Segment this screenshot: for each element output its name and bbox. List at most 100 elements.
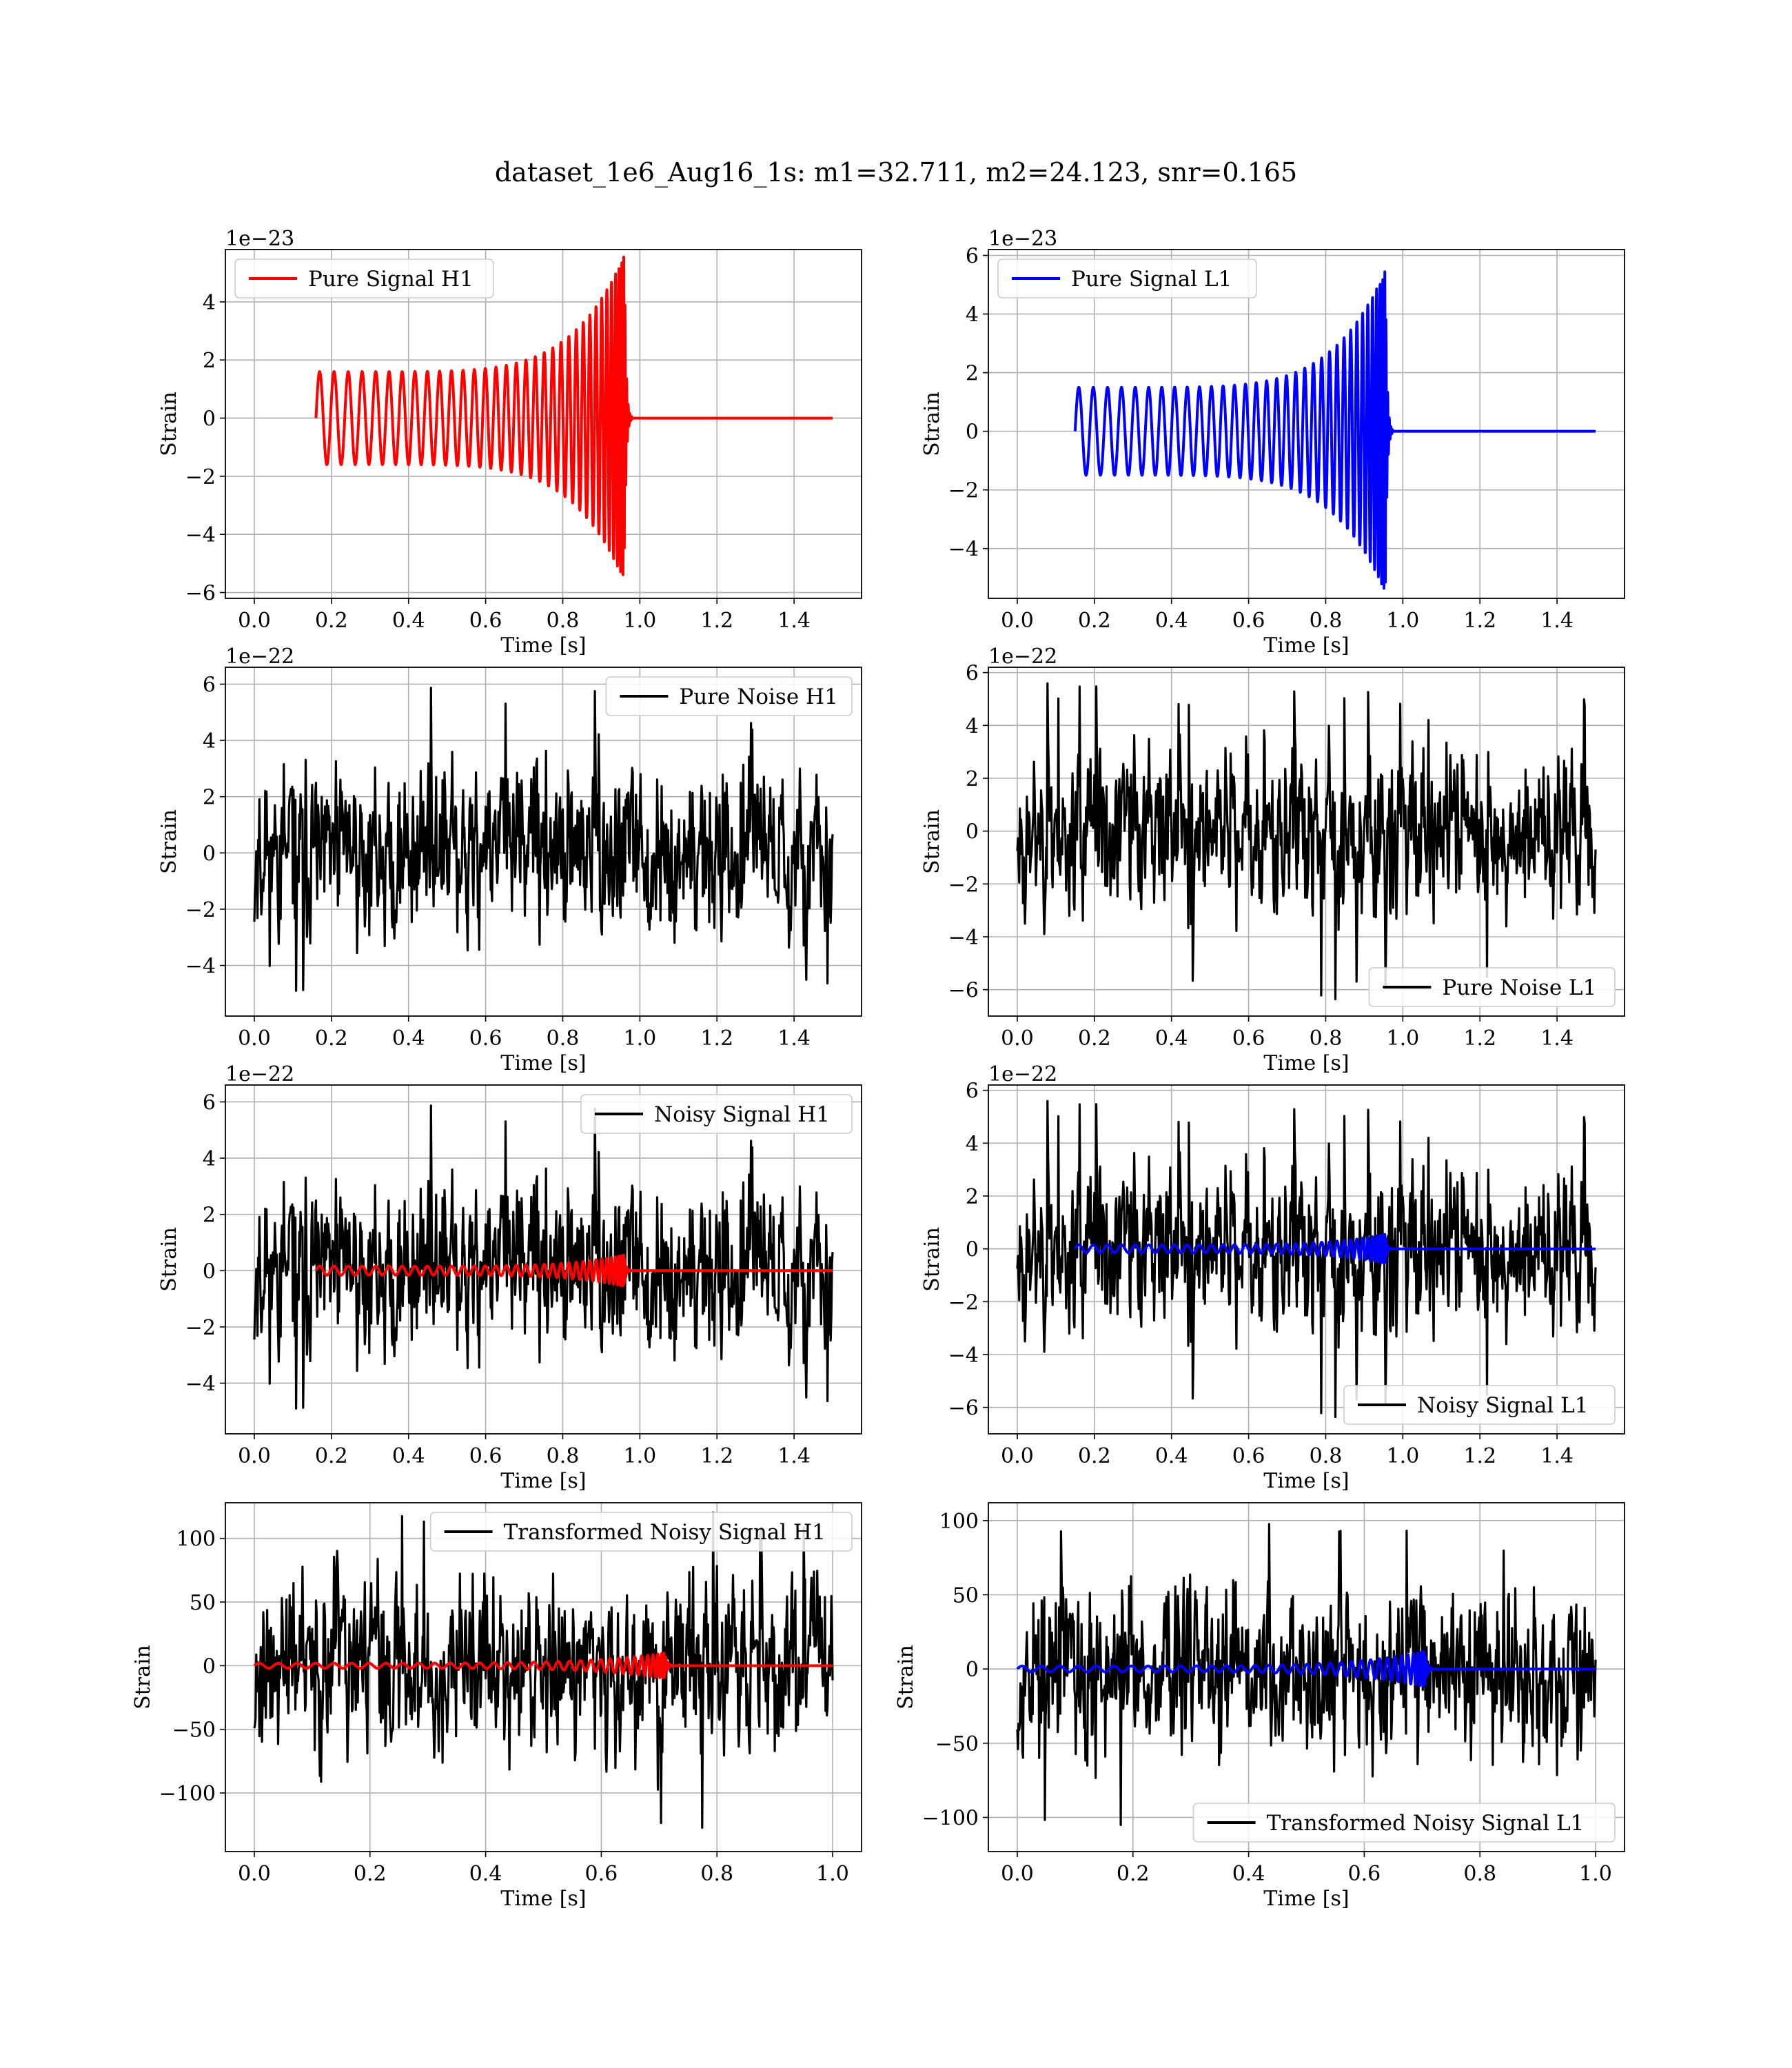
legend-label: Pure Signal L1 xyxy=(1071,267,1232,292)
y-tick-label: 0 xyxy=(966,1658,979,1682)
plot-area xyxy=(1073,270,1597,590)
legend: Pure Signal H1 xyxy=(234,258,494,298)
y-tick-label: −4 xyxy=(185,523,216,547)
x-tick-label: 0.8 xyxy=(547,1444,580,1468)
signal-series-line xyxy=(314,256,834,576)
y-tick-label: −2 xyxy=(948,1290,979,1315)
y-tick-label: 100 xyxy=(939,1510,979,1534)
x-axis-label: Time [s] xyxy=(1263,1051,1349,1075)
x-tick-label: 1.0 xyxy=(623,609,656,633)
legend-box xyxy=(580,1094,853,1134)
y-tick-label: 2 xyxy=(966,362,979,386)
legend-label: Transformed Noisy Signal L1 xyxy=(1267,1811,1585,1836)
x-tick-label: 0.6 xyxy=(469,1026,502,1051)
y-axis-label: Strain xyxy=(920,392,944,456)
y-tick-label: 50 xyxy=(190,1591,216,1615)
x-tick-label: 0.0 xyxy=(1001,1444,1034,1468)
y-tick-label: −4 xyxy=(948,1344,979,1368)
y-tick-label: 50 xyxy=(953,1583,979,1608)
x-tick-label: 1.0 xyxy=(623,1026,656,1051)
axes-frame xyxy=(225,1502,862,1852)
x-tick-label: 0.4 xyxy=(469,1862,502,1886)
legend: Pure Noise H1 xyxy=(605,676,853,716)
x-tick-label: 1.2 xyxy=(1463,1444,1496,1468)
legend-box xyxy=(605,676,853,716)
offset-text: 1e−23 xyxy=(225,227,294,251)
axes-frame xyxy=(225,667,862,1017)
x-tick-label: 1.2 xyxy=(700,609,733,633)
y-tick-label: 4 xyxy=(966,1132,979,1156)
x-tick-label: 1.0 xyxy=(1386,1026,1419,1051)
x-tick-label: 0.0 xyxy=(1001,609,1034,633)
plot-area xyxy=(253,1511,834,1829)
x-tick-label: 0.6 xyxy=(1232,609,1265,633)
y-tick-label: −6 xyxy=(948,979,979,1003)
x-tick-label: 1.4 xyxy=(1540,609,1574,633)
x-tick-label: 0.6 xyxy=(585,1862,618,1886)
y-tick-label: −2 xyxy=(948,873,979,897)
noise-series-line xyxy=(1016,1523,1597,1826)
y-tick-label: 4 xyxy=(203,1147,216,1171)
signal-series-line xyxy=(1073,270,1597,590)
panel-noisy-signal-h1: 0.0 0.2 0.4 0.6 0.8 1.0 1.2 1.4 −4 −2 0 2 4 6 Time [s]… xyxy=(157,1062,862,1493)
x-tick-label: 1.4 xyxy=(777,1444,811,1468)
y-tick-label: −2 xyxy=(185,1316,216,1340)
y-axis-label: Strain xyxy=(920,1227,944,1292)
x-axis-label: Time [s] xyxy=(500,1887,586,1911)
x-axis-label: Time [s] xyxy=(500,1051,586,1075)
x-tick-label: 1.4 xyxy=(777,1026,811,1051)
y-axis-label: Strain xyxy=(157,392,181,456)
y-tick-label: −2 xyxy=(948,479,979,503)
legend: Noisy Signal H1 xyxy=(580,1094,853,1134)
x-tick-label: 0.2 xyxy=(315,609,348,633)
y-tick-label: 2 xyxy=(203,1204,216,1228)
offset-text: 1e−22 xyxy=(225,645,294,669)
x-axis-label: Time [s] xyxy=(1263,633,1349,658)
y-tick-label: −50 xyxy=(935,1732,979,1756)
x-tick-label: 0.2 xyxy=(315,1026,348,1051)
x-tick-label: 0.4 xyxy=(392,1444,425,1468)
panel-pure-signal-l1: 0.0 0.2 0.4 0.6 0.8 1.0 1.2 1.4 −4 −2 0 2 4 6 Time [s]… xyxy=(920,227,1625,658)
y-tick-label: 2 xyxy=(203,349,216,373)
axes-frame xyxy=(225,1084,862,1435)
y-tick-label: 0 xyxy=(203,1259,216,1284)
plot-area xyxy=(1016,1523,1597,1826)
y-tick-label: 0 xyxy=(966,1238,979,1262)
legend-label: Noisy Signal L1 xyxy=(1417,1393,1589,1418)
y-tick-label: 6 xyxy=(203,1091,216,1115)
x-tick-label: 0.6 xyxy=(469,609,502,633)
figure-title: dataset_1e6_Aug16_1s: m1=32.711, m2=24.1… xyxy=(494,157,1298,187)
legend-box xyxy=(1192,1803,1616,1843)
signal-series-line xyxy=(1074,1233,1597,1265)
x-tick-label: 0.4 xyxy=(1232,1862,1265,1886)
x-tick-label: 0.8 xyxy=(1310,1444,1343,1468)
y-tick-label: 100 xyxy=(176,1528,216,1552)
x-axis-label: Time [s] xyxy=(500,1469,586,1493)
x-tick-label: 0.4 xyxy=(392,1026,425,1051)
y-axis-label: Strain xyxy=(894,1645,918,1710)
legend-label: Noisy Signal H1 xyxy=(654,1102,830,1127)
y-tick-label: −4 xyxy=(185,1372,216,1397)
plot-area xyxy=(1016,1099,1597,1419)
x-tick-label: 0.0 xyxy=(1001,1026,1034,1051)
x-axis-label: Time [s] xyxy=(500,633,586,658)
signal-series-line xyxy=(253,1652,834,1680)
x-tick-label: 0.2 xyxy=(315,1444,348,1468)
y-tick-label: 2 xyxy=(203,786,216,810)
plot-area xyxy=(1016,682,1597,1001)
plot-area xyxy=(253,687,834,992)
y-tick-label: −2 xyxy=(185,898,216,922)
x-axis-label: Time [s] xyxy=(1263,1469,1349,1493)
y-tick-label: 2 xyxy=(966,1185,979,1209)
noise-series-line xyxy=(253,1104,834,1410)
y-tick-label: −6 xyxy=(948,1397,979,1421)
panel-pure-noise-l1: 0.0 0.2 0.4 0.6 0.8 1.0 1.2 1.4 −6 −4 −2 0 2 4 6 Time [… xyxy=(920,645,1625,1075)
x-tick-label: 0.8 xyxy=(700,1862,733,1886)
panel-pure-signal-h1: 0.0 0.2 0.4 0.6 0.8 1.0 1.2 1.4 −6 −4 −2 0 2 4 Time [s… xyxy=(157,227,862,658)
y-tick-label: −50 xyxy=(172,1719,216,1743)
x-tick-label: 0.6 xyxy=(469,1444,502,1468)
noise-series-line xyxy=(1016,682,1597,1001)
offset-text: 1e−22 xyxy=(225,1062,294,1086)
noise-series-line xyxy=(1016,1099,1597,1419)
y-tick-label: 0 xyxy=(966,420,979,445)
